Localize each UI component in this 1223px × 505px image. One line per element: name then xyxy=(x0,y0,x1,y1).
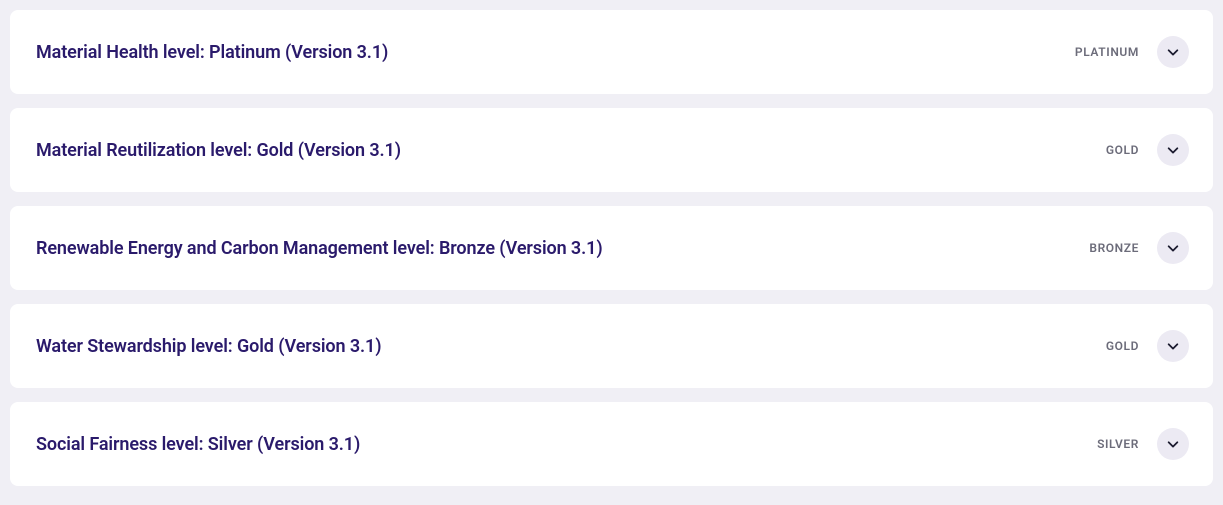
accordion-item-social-fairness[interactable]: Social Fairness level: Silver (Version 3… xyxy=(10,402,1213,486)
chevron-down-icon xyxy=(1166,143,1180,157)
accordion-title: Material Reutilization level: Gold (Vers… xyxy=(36,140,401,161)
expand-button[interactable] xyxy=(1157,232,1189,264)
chevron-down-icon xyxy=(1166,437,1180,451)
expand-button[interactable] xyxy=(1157,134,1189,166)
accordion-title: Social Fairness level: Silver (Version 3… xyxy=(36,434,360,455)
accordion-right: GOLD xyxy=(1106,134,1189,166)
level-badge: BRONZE xyxy=(1089,241,1139,255)
chevron-down-icon xyxy=(1166,241,1180,255)
level-badge: GOLD xyxy=(1106,143,1139,157)
accordion-right: BRONZE xyxy=(1089,232,1189,264)
accordion-item-renewable-energy[interactable]: Renewable Energy and Carbon Management l… xyxy=(10,206,1213,290)
chevron-down-icon xyxy=(1166,339,1180,353)
accordion-right: PLATINUM xyxy=(1075,36,1189,68)
level-badge: PLATINUM xyxy=(1075,45,1139,59)
accordion-title: Water Stewardship level: Gold (Version 3… xyxy=(36,336,381,357)
expand-button[interactable] xyxy=(1157,428,1189,460)
accordion-right: GOLD xyxy=(1106,330,1189,362)
accordion-list: Material Health level: Platinum (Version… xyxy=(10,10,1213,486)
accordion-item-water-stewardship[interactable]: Water Stewardship level: Gold (Version 3… xyxy=(10,304,1213,388)
accordion-item-material-health[interactable]: Material Health level: Platinum (Version… xyxy=(10,10,1213,94)
chevron-down-icon xyxy=(1166,45,1180,59)
accordion-title: Material Health level: Platinum (Version… xyxy=(36,42,388,63)
accordion-title: Renewable Energy and Carbon Management l… xyxy=(36,238,603,259)
level-badge: SILVER xyxy=(1097,437,1139,451)
expand-button[interactable] xyxy=(1157,36,1189,68)
accordion-right: SILVER xyxy=(1097,428,1189,460)
level-badge: GOLD xyxy=(1106,339,1139,353)
accordion-item-material-reutilization[interactable]: Material Reutilization level: Gold (Vers… xyxy=(10,108,1213,192)
expand-button[interactable] xyxy=(1157,330,1189,362)
